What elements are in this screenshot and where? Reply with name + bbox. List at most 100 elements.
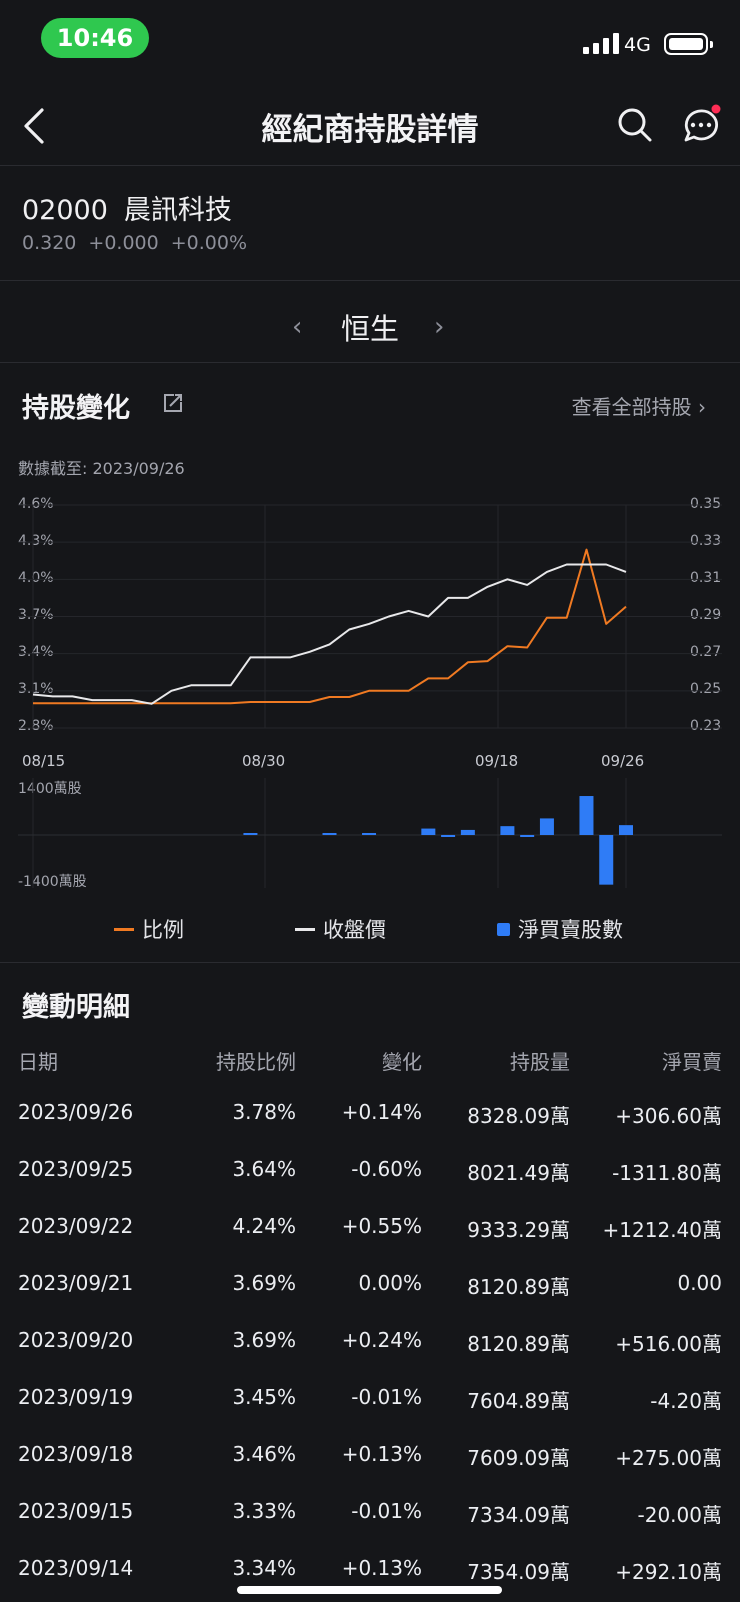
cell-qty: 8021.49萬 bbox=[467, 1161, 570, 1185]
cell-change: +0.13% bbox=[341, 1556, 422, 1580]
data-date: 數據截至: 2023/09/26 bbox=[18, 459, 185, 478]
status-time: 10:46 bbox=[41, 18, 149, 58]
search-icon[interactable] bbox=[617, 107, 653, 143]
legend-ratio-swatch bbox=[114, 927, 134, 931]
stock-price: 0.320 bbox=[22, 232, 77, 254]
table-row: 2023/09/14 3.34% +0.13% 7354.09萬 +292.10萬 bbox=[0, 1556, 740, 1596]
y-right-tick: 0.23 bbox=[690, 718, 722, 734]
home-indicator[interactable] bbox=[237, 1586, 502, 1594]
cell-net: +306.60萬 bbox=[615, 1104, 722, 1128]
cell-date: 2023/09/26 bbox=[18, 1100, 134, 1124]
legend-close-price: 收盤價 bbox=[295, 914, 386, 944]
share-icon[interactable] bbox=[161, 391, 185, 415]
stock-code: 02000 bbox=[22, 195, 108, 226]
holding-chart bbox=[18, 504, 722, 888]
x-tick: 08/15 bbox=[22, 752, 66, 770]
cell-qty: 7334.09萬 bbox=[467, 1503, 570, 1527]
legend-ratio: 比例 bbox=[114, 914, 184, 944]
cell-net: +292.10萬 bbox=[615, 1560, 722, 1584]
volume-bar bbox=[579, 796, 594, 835]
y-right-tick: 0.33 bbox=[690, 533, 722, 549]
x-tick: 09/26 bbox=[601, 752, 645, 770]
volume-bar bbox=[520, 835, 535, 837]
signal-icon bbox=[583, 32, 621, 54]
legend-close-swatch bbox=[295, 927, 315, 931]
cell-date: 2023/09/22 bbox=[18, 1214, 134, 1238]
cell-change: -0.60% bbox=[351, 1157, 422, 1181]
battery-icon bbox=[664, 33, 713, 55]
cell-qty: 7609.09萬 bbox=[467, 1446, 570, 1470]
holding-title: 持股變化 bbox=[22, 393, 130, 424]
cell-ratio: 3.69% bbox=[232, 1271, 296, 1295]
cell-ratio: 3.78% bbox=[232, 1100, 296, 1124]
table-row: 2023/09/21 3.69% 0.00% 8120.89萬 0.00 bbox=[0, 1271, 740, 1311]
y-right-tick: 0.29 bbox=[690, 607, 722, 623]
cell-qty: 8120.89萬 bbox=[467, 1275, 570, 1299]
chevron-right-icon: › bbox=[698, 395, 706, 419]
y-left-tick: 3.4% bbox=[18, 644, 54, 660]
cell-net: -4.20萬 bbox=[650, 1389, 722, 1413]
y-left-tick: 4.3% bbox=[18, 533, 54, 549]
cell-date: 2023/09/19 bbox=[18, 1385, 134, 1409]
ratio-line bbox=[33, 548, 627, 705]
broker-divider bbox=[0, 362, 740, 363]
legend-volume-swatch bbox=[497, 922, 510, 936]
volume-bar bbox=[441, 835, 456, 837]
cell-change: 0.00% bbox=[358, 1271, 422, 1295]
volume-bar bbox=[500, 826, 515, 835]
cell-change: +0.24% bbox=[341, 1328, 422, 1352]
cell-date: 2023/09/15 bbox=[18, 1499, 134, 1523]
stock-change-pct: +0.00% bbox=[170, 232, 248, 254]
prev-broker-icon[interactable]: ‹ bbox=[292, 312, 303, 342]
volume-bar bbox=[322, 833, 337, 835]
next-broker-icon[interactable]: › bbox=[434, 312, 445, 342]
x-tick: 08/30 bbox=[242, 752, 286, 770]
cell-qty: 9333.29萬 bbox=[467, 1218, 570, 1242]
volume-bar bbox=[539, 818, 554, 835]
legend-divider bbox=[0, 962, 740, 963]
cell-date: 2023/09/18 bbox=[18, 1442, 134, 1466]
cell-net: -1311.80萬 bbox=[612, 1161, 722, 1185]
page-title: 經紀商持股詳情 bbox=[261, 112, 479, 148]
cell-net: +516.00萬 bbox=[615, 1332, 722, 1356]
y-left-tick: 3.7% bbox=[18, 607, 54, 623]
chat-icon[interactable] bbox=[681, 104, 725, 146]
broker-name: 恒生 bbox=[340, 312, 399, 346]
y-right-tick: 0.35 bbox=[690, 496, 722, 512]
y-right-tick: 0.31 bbox=[690, 570, 722, 586]
col-date-header: 日期 bbox=[18, 1050, 58, 1074]
table-row: 2023/09/25 3.64% -0.60% 8021.49萬 -1311.80萬 bbox=[0, 1157, 740, 1197]
y-right-tick: 0.25 bbox=[690, 681, 722, 697]
cell-change: -0.01% bbox=[351, 1385, 422, 1409]
back-icon[interactable] bbox=[18, 106, 50, 146]
stock-quote: 0.320 +0.000 +0.00% bbox=[22, 232, 259, 254]
cell-ratio: 3.45% bbox=[232, 1385, 296, 1409]
col-qty-header: 持股量 bbox=[510, 1050, 570, 1074]
close-price-line bbox=[32, 563, 627, 705]
volume-bar bbox=[362, 833, 377, 835]
y-left-tick: 4.6% bbox=[18, 496, 54, 512]
table-row: 2023/09/19 3.45% -0.01% 7604.89萬 -4.20萬 bbox=[0, 1385, 740, 1425]
cell-ratio: 3.69% bbox=[232, 1328, 296, 1352]
volume-tick: 1400萬股 bbox=[18, 781, 82, 797]
volume-bar bbox=[460, 829, 475, 835]
cell-date: 2023/09/14 bbox=[18, 1556, 134, 1580]
cell-net: -20.00萬 bbox=[637, 1503, 722, 1527]
cell-qty: 8328.09萬 bbox=[467, 1104, 570, 1128]
cell-date: 2023/09/25 bbox=[18, 1157, 134, 1181]
cell-date: 2023/09/20 bbox=[18, 1328, 134, 1352]
y-left-tick: 2.8% bbox=[18, 718, 54, 734]
y-left-tick: 4.0% bbox=[18, 570, 54, 586]
cell-ratio: 3.46% bbox=[232, 1442, 296, 1466]
stock-change: +0.000 bbox=[88, 232, 159, 254]
view-all-holdings-link[interactable]: 查看全部持股 › bbox=[571, 395, 706, 419]
legend-net-volume: 淨買賣股數 bbox=[497, 914, 623, 944]
network-label: 4G bbox=[624, 34, 651, 56]
stock-name: 晨訊科技 bbox=[123, 195, 232, 226]
cell-change: +0.14% bbox=[341, 1100, 422, 1124]
volume-bar bbox=[421, 828, 436, 835]
cell-change: -0.01% bbox=[351, 1499, 422, 1523]
detail-title: 變動明細 bbox=[22, 992, 130, 1023]
cell-net: +1212.40萬 bbox=[602, 1218, 722, 1242]
cell-ratio: 3.33% bbox=[232, 1499, 296, 1523]
